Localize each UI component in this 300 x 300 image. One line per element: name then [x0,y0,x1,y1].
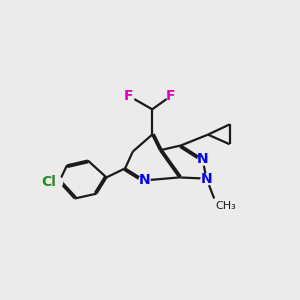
Text: N: N [197,152,208,166]
Text: N: N [201,172,212,186]
Text: Cl: Cl [42,175,57,189]
Text: F: F [166,89,176,103]
Text: CH₃: CH₃ [215,201,236,211]
Text: N: N [139,173,150,188]
Text: F: F [124,89,134,103]
